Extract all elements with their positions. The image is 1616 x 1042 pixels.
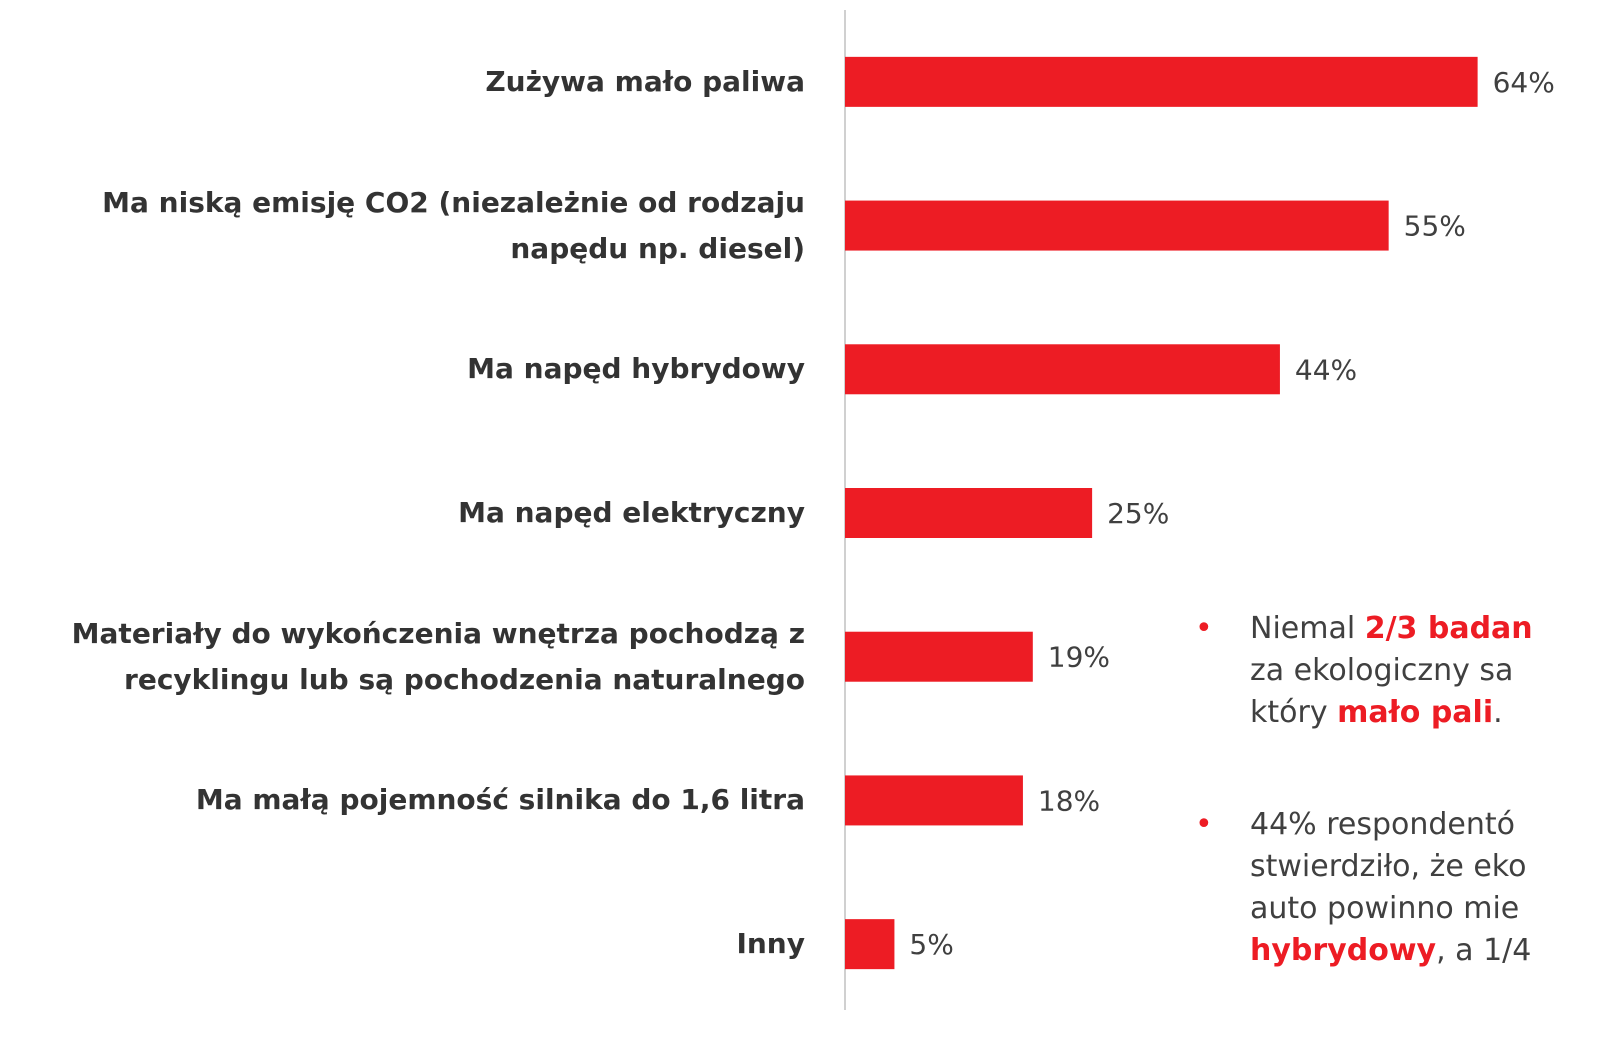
category-label: Ma napęd elektryczny: [458, 496, 805, 529]
note-line: Niemal 2/3 badan: [1250, 608, 1533, 650]
bar: [845, 200, 1389, 251]
value-label: 19%: [1048, 641, 1110, 674]
value-label: 5%: [909, 928, 953, 961]
note-text: Niemal: [1250, 611, 1365, 646]
note-text: 44% respondentó: [1250, 807, 1516, 842]
note-text: który: [1250, 695, 1338, 730]
bar: [845, 56, 1478, 107]
category-label: Inny: [736, 927, 805, 961]
value-label: 18%: [1038, 784, 1100, 817]
note-text: stwierdziło, że eko: [1250, 849, 1527, 884]
note-text: .: [1493, 695, 1503, 730]
note-line: auto powinno mie: [1250, 888, 1531, 930]
highlight-text: mało pali: [1337, 695, 1494, 730]
note-line: hybrydowy, a 1/4: [1250, 930, 1531, 972]
highlight-text: hybrydowy: [1250, 933, 1437, 968]
note-text: za ekologiczny sa: [1250, 653, 1514, 688]
note-text: auto powinno mie: [1250, 891, 1520, 926]
bar: [845, 775, 1023, 826]
note-line: który mało pali.: [1250, 692, 1533, 734]
category-label: Ma małą pojemność silnika do 1,6 litra: [195, 783, 805, 817]
bar: [845, 631, 1033, 682]
category-label: Materiały do wykończenia wnętrza pochodz…: [71, 616, 805, 696]
value-label: 44%: [1295, 353, 1357, 386]
bar: [845, 344, 1280, 395]
bar: [845, 919, 895, 970]
note-line: stwierdziło, że eko: [1250, 846, 1531, 888]
bar: [845, 488, 1093, 538]
category-label: Ma napęd hybrydowy: [467, 352, 805, 386]
note-line: za ekologiczny sa: [1250, 650, 1533, 692]
category-label: Ma niską emisję CO2 (niezależnie od rodz…: [102, 185, 805, 265]
category-label: Zużywa mało paliwa: [485, 64, 805, 98]
note-text: , a 1/4: [1436, 933, 1532, 968]
note-line: 44% respondentó: [1250, 804, 1531, 846]
value-label: 25%: [1107, 497, 1169, 530]
value-label: 55%: [1404, 210, 1466, 243]
note: 44% respondentó stwierdziło, że eko auto p…: [1195, 804, 1531, 972]
value-label: 64%: [1493, 66, 1555, 99]
highlight-text: 2/3 badan: [1364, 611, 1533, 646]
